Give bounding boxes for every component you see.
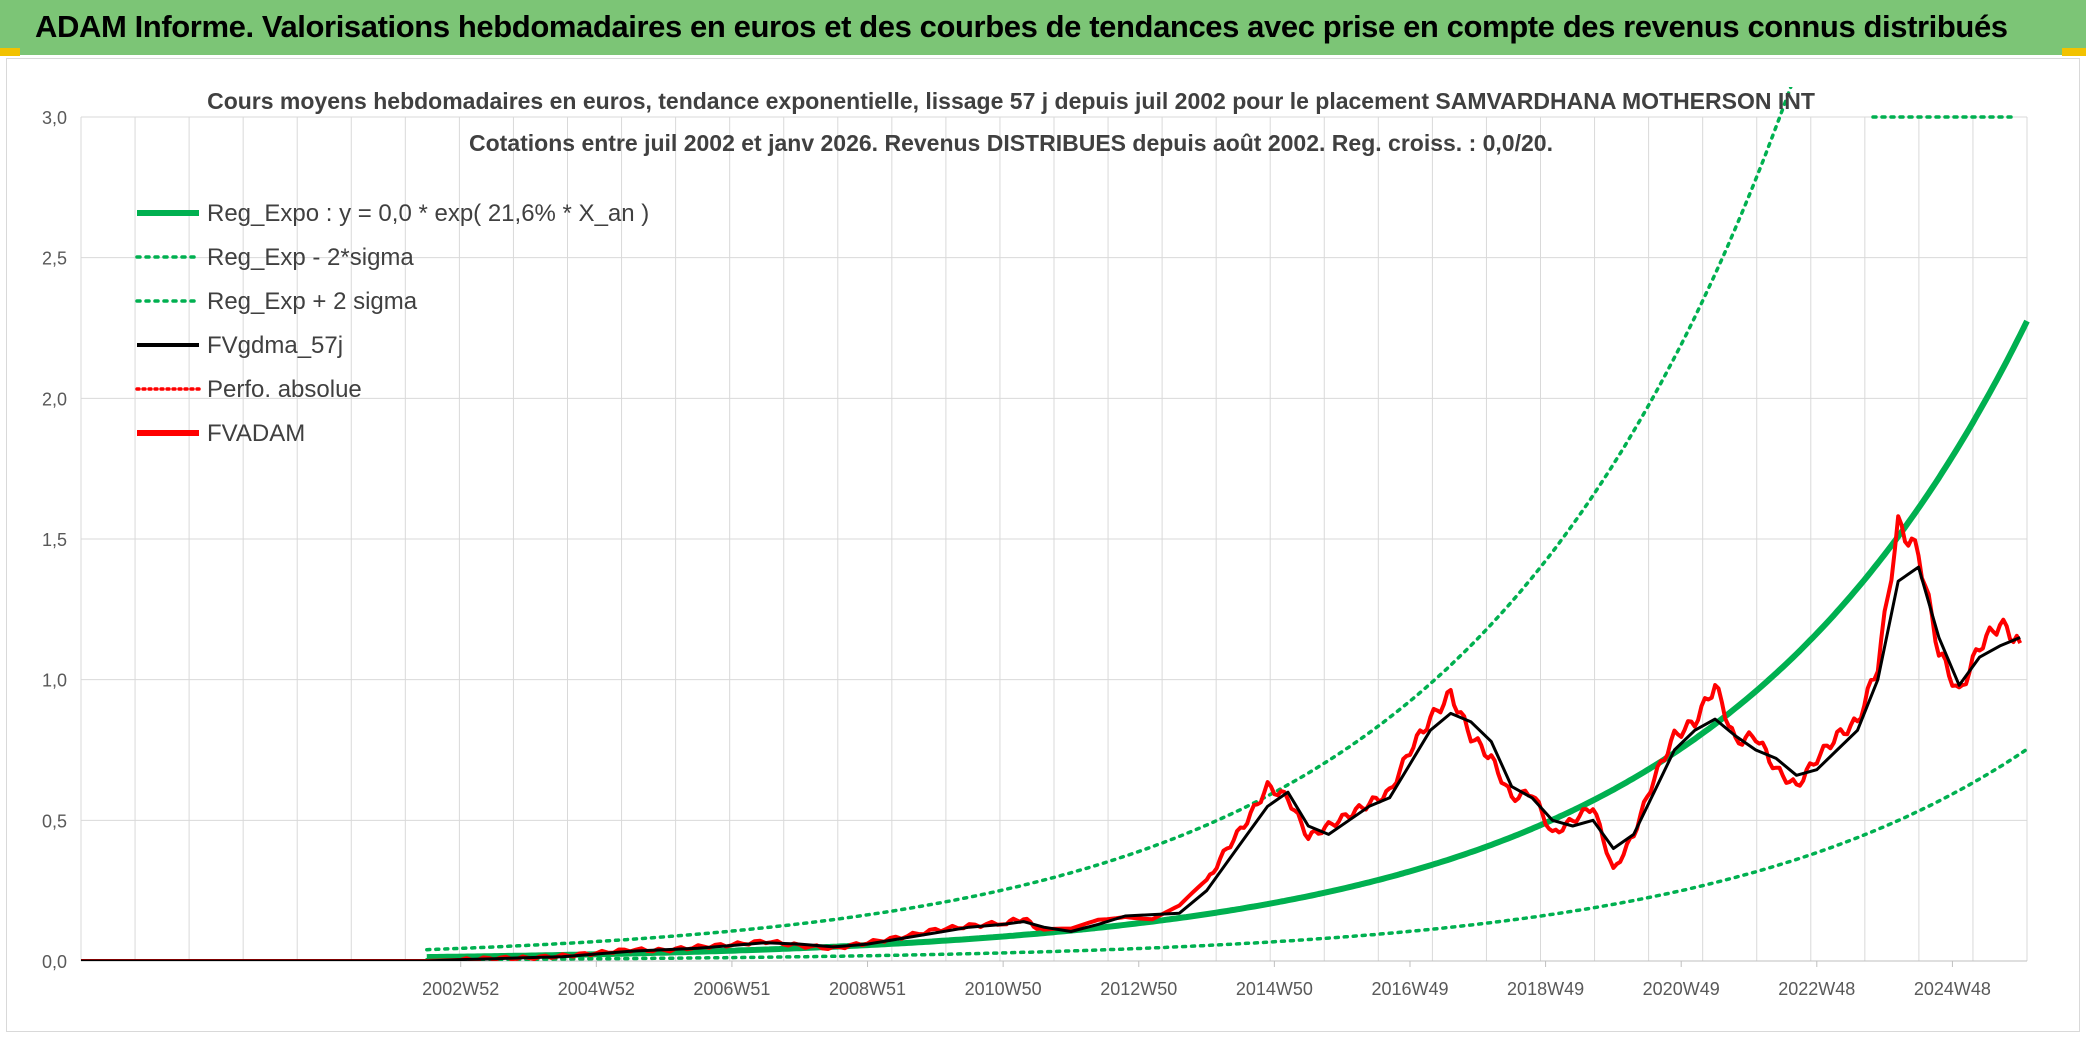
y-tick-label: 2,0: [42, 389, 67, 409]
y-axis-tick-labels: 0,0 0,5 1,0 1,5 2,0 2,5 3,0: [42, 108, 67, 972]
y-tick-label: 2,5: [42, 249, 67, 269]
corner-accent-left: [0, 48, 20, 56]
y-tick-label: 1,0: [42, 671, 67, 691]
legend-label: FVADAM: [207, 420, 305, 447]
x-tick-label: 2012W50: [1100, 979, 1177, 999]
legend-label: Reg_Expo : y = 0,0 * exp( 21,6% * X_an ): [207, 200, 649, 227]
series-fvadam: [81, 514, 2023, 961]
y-tick-label: 1,5: [42, 530, 67, 550]
x-tick-label: 2016W49: [1371, 979, 1448, 999]
page-title: ADAM Informe. Valorisations hebdomadaire…: [35, 9, 2008, 44]
chart-subtitle: Cotations entre juil 2002 et janv 2026. …: [469, 130, 1553, 156]
x-tick-label: 2006W51: [693, 979, 770, 999]
series-reg-exp-2-sigma: [425, 87, 1793, 952]
legend-label: FVgdma_57j: [207, 332, 343, 359]
y-tick-label: 0,5: [42, 811, 67, 831]
y-tick-label: 0,0: [42, 952, 67, 972]
series-reg-expo: [426, 319, 2030, 961]
x-tick-label: 2014W50: [1236, 979, 1313, 999]
chart-svg: 0,0 0,5 1,0 1,5 2,0 2,5 3,0 2002W52 2004W52 2006…: [42, 87, 2030, 999]
legend: Reg_Expo : y = 0,0 * exp( 21,6% * X_an )…: [135, 200, 649, 447]
x-tick-label: 2020W49: [1643, 979, 1720, 999]
y-tick-label: 3,0: [42, 108, 67, 128]
x-tick-label: 2018W49: [1507, 979, 1584, 999]
x-tick-label: 2002W52: [422, 979, 499, 999]
x-tick-label: 2008W51: [829, 979, 906, 999]
legend-label: Perfo. absolue: [207, 376, 362, 403]
x-tick-label: 2010W50: [965, 979, 1042, 999]
series-fvgdma-57j: [81, 565, 2021, 961]
x-axis-tick-labels: 2002W52 2004W52 2006W51 2008W51 2010W50 2012W…: [422, 961, 1991, 999]
x-tick-label: 2004W52: [558, 979, 635, 999]
series-reg-exp-2-sigma: [425, 747, 2029, 961]
corner-accent-right: [2062, 48, 2086, 56]
x-tick-label: 2024W48: [1914, 979, 1991, 999]
chart-frame: 0,0 0,5 1,0 1,5 2,0 2,5 3,0 2002W52 2004W52 2006…: [6, 58, 2080, 1032]
legend-label: Reg_Exp - 2*sigma: [207, 244, 414, 271]
series-layer: [81, 87, 2030, 961]
chart-title: Cours moyens hebdomadaires en euros, ten…: [207, 88, 1815, 114]
legend-label: Reg_Exp + 2 sigma: [207, 288, 418, 315]
title-banner: ADAM Informe. Valorisations hebdomadaire…: [0, 0, 2086, 55]
x-tick-label: 2022W48: [1778, 979, 1855, 999]
